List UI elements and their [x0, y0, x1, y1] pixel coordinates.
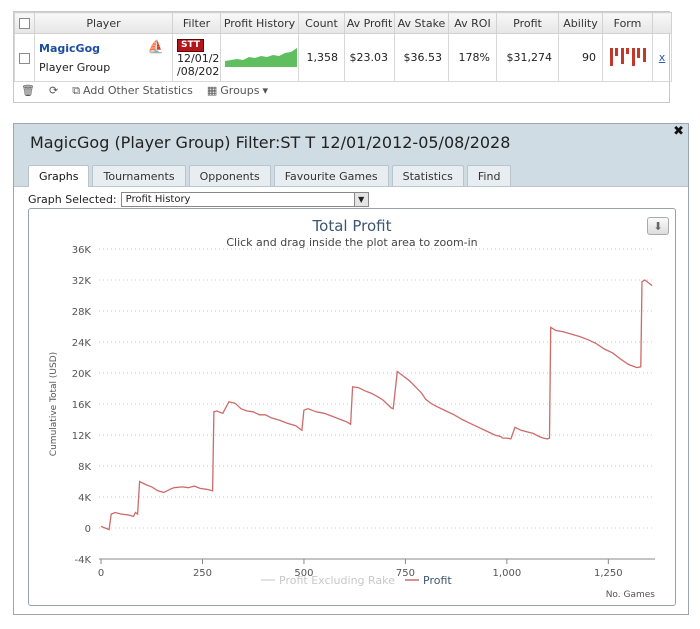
- profit-chart[interactable]: Total Profit Click and drag inside the pl…: [28, 208, 676, 606]
- y-axis-label: Cumulative Total (USD): [49, 352, 59, 456]
- y-tick-label: 8K: [78, 462, 91, 473]
- x-tick-label: 750: [396, 568, 415, 579]
- col-player[interactable]: Player: [34, 12, 173, 34]
- x-tick-label: 500: [294, 568, 313, 579]
- x-axis-label: No. Games: [606, 590, 656, 600]
- profit-history-sparkline: [220, 33, 299, 82]
- profit-series-line: [100, 279, 653, 531]
- detail-header: MagicGog (Player Group) Filter:ST T 12/0…: [14, 124, 688, 187]
- select-all-checkbox[interactable]: [14, 12, 35, 34]
- download-icon[interactable]: ⬇: [647, 217, 669, 235]
- stt-filter-badge: STT: [177, 39, 204, 52]
- y-tick-label: 36K: [72, 245, 92, 256]
- chart-title: Total Profit: [312, 217, 392, 235]
- tab-statistics[interactable]: Statistics: [391, 165, 464, 186]
- refresh-icon[interactable]: ⟳: [48, 84, 59, 97]
- col-ability[interactable]: Ability: [558, 12, 603, 34]
- y-tick-label: 28K: [72, 307, 92, 318]
- x-tick-label: 0: [98, 568, 104, 579]
- av-stake-value: $36.53: [394, 33, 449, 82]
- add-other-statistics-button[interactable]: ⧉ Add Other Statistics: [72, 83, 193, 98]
- av-roi-value: 178%: [448, 33, 497, 82]
- chevron-down-icon: ▼: [353, 193, 368, 206]
- av-profit-value: $23.03: [344, 33, 395, 82]
- sailboat-icon: ⛵: [147, 40, 164, 55]
- y-tick-label: 0: [85, 524, 91, 535]
- trash-icon[interactable]: 🗑: [21, 84, 35, 97]
- y-tick-label: 24K: [72, 338, 92, 349]
- legend-profit: Profit: [423, 574, 452, 587]
- table-row[interactable]: MagicGog Player Group ⛵ STT 12/01/20 /08…: [14, 33, 672, 82]
- detail-panel: MagicGog (Player Group) Filter:ST T 12/0…: [13, 123, 689, 615]
- caret-down-icon: ▾: [262, 84, 269, 97]
- col-count[interactable]: Count: [298, 12, 345, 34]
- y-tick-label: 4K: [78, 493, 91, 504]
- count-value: 1,358: [298, 33, 345, 82]
- graph-select-dropdown[interactable]: Profit History ▼: [120, 192, 369, 207]
- col-filter[interactable]: Filter: [172, 12, 221, 34]
- tab-tournaments[interactable]: Tournaments: [92, 165, 186, 186]
- tab-bar: Graphs Tournaments Opponents Favourite G…: [28, 165, 512, 187]
- chart-subtitle: Click and drag inside the plot area to z…: [226, 236, 477, 249]
- y-tick-label: 20K: [72, 369, 92, 380]
- x-tick-label: 1,000: [493, 568, 522, 579]
- table-icon: ▦: [206, 84, 218, 97]
- tab-find[interactable]: Find: [466, 165, 512, 186]
- tab-favourite-games[interactable]: Favourite Games: [273, 165, 389, 186]
- graph-select-row: Graph Selected: Profit History ▼: [28, 192, 369, 207]
- tab-graphs[interactable]: Graphs: [28, 165, 90, 187]
- filter-date-end: /08/2028: [177, 65, 220, 78]
- player-cell: MagicGog Player Group ⛵: [34, 33, 173, 82]
- col-av-profit[interactable]: Av Profit: [344, 12, 395, 34]
- filter-cell: STT 12/01/20 /08/2028: [172, 33, 221, 82]
- legend-profit-excl-rake: Profit Excluding Rake: [279, 574, 395, 587]
- y-tick-label: 12K: [72, 431, 92, 442]
- x-tick-label: 1,250: [594, 568, 623, 579]
- col-actions: [652, 12, 672, 34]
- y-tick-label: -4K: [74, 555, 91, 566]
- col-profit-history[interactable]: Profit History: [220, 12, 299, 34]
- stats-toolbar: 🗑 ⟳ ⧉ Add Other Statistics ▦ Groups ▾: [14, 79, 669, 102]
- graph-selected-label: Graph Selected:: [28, 193, 117, 206]
- col-form[interactable]: Form: [602, 12, 653, 34]
- x-tick-label: 250: [193, 568, 212, 579]
- copy-icon: ⧉: [72, 83, 81, 97]
- col-av-stake[interactable]: Av Stake: [394, 12, 449, 34]
- filter-date-start: 12/01/20: [177, 52, 220, 65]
- close-icon[interactable]: ✖: [673, 124, 684, 139]
- player-group-label: Player Group: [39, 60, 111, 74]
- col-profit[interactable]: Profit: [496, 12, 559, 34]
- stats-panel: Player Filter Profit History Count Av Pr…: [13, 11, 672, 103]
- y-tick-label: 16K: [72, 400, 92, 411]
- form-bars: [602, 33, 653, 82]
- panel-title: MagicGog (Player Group) Filter:ST T 12/0…: [30, 133, 511, 152]
- ability-value: 90: [558, 33, 603, 82]
- player-name-link[interactable]: MagicGog: [39, 41, 100, 55]
- groups-dropdown[interactable]: ▦ Groups ▾: [206, 84, 269, 97]
- stats-table: Player Filter Profit History Count Av Pr…: [14, 12, 672, 82]
- profit-value: $31,274: [496, 33, 559, 82]
- table-header-row: Player Filter Profit History Count Av Pr…: [14, 12, 672, 34]
- col-av-roi[interactable]: Av ROI: [448, 12, 497, 34]
- tab-opponents[interactable]: Opponents: [188, 165, 271, 186]
- row-checkbox[interactable]: [14, 33, 35, 82]
- remove-row-link[interactable]: x: [652, 33, 672, 82]
- y-tick-label: 32K: [72, 276, 92, 287]
